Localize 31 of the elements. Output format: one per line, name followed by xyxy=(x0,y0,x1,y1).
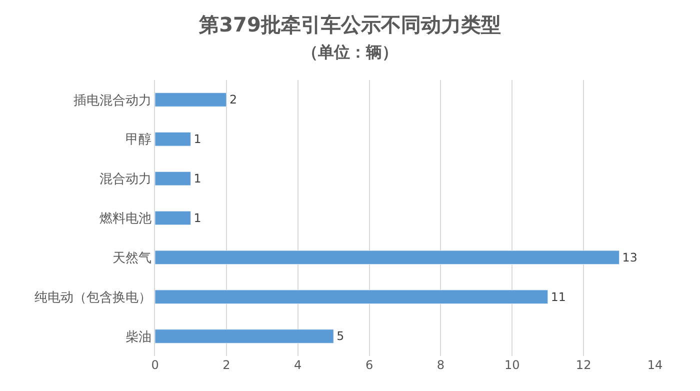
y-tick-label: 插电混合动力 xyxy=(73,93,152,108)
y-tick-label: 柴油 xyxy=(125,330,152,345)
bar xyxy=(155,329,334,344)
bar xyxy=(155,250,620,265)
bar xyxy=(155,132,191,146)
y-tick-label: 天然气 xyxy=(112,250,152,266)
x-tick-label: 8 xyxy=(436,358,445,372)
data-label: 1 xyxy=(194,132,202,146)
y-tick-label: 纯电动（包含换电） xyxy=(34,290,152,306)
x-tick-label: 0 xyxy=(151,358,159,372)
data-label: 13 xyxy=(622,250,638,264)
chart-subtitle: （单位：辆） xyxy=(302,42,398,62)
x-tick-label: 10 xyxy=(504,358,520,372)
x-tick-label: 4 xyxy=(294,358,302,372)
bar xyxy=(155,92,227,107)
y-tick-label: 混合动力 xyxy=(99,172,152,188)
x-tick-label: 12 xyxy=(576,358,592,372)
x-tick-label: 14 xyxy=(647,358,663,372)
bar xyxy=(155,290,548,304)
data-label: 11 xyxy=(550,290,566,304)
x-tick-label: 6 xyxy=(365,358,374,372)
bar xyxy=(155,210,191,226)
data-label: 1 xyxy=(194,172,202,186)
y-tick-label: 甲醇 xyxy=(125,132,152,148)
data-label: 2 xyxy=(229,92,237,107)
y-tick-label: 燃料电池 xyxy=(99,212,152,227)
chart-title: 第379批牵引车公示不同动力类型 xyxy=(198,12,501,36)
data-label: 1 xyxy=(194,210,202,225)
bar xyxy=(155,171,191,186)
x-tick-label: 2 xyxy=(222,358,230,372)
data-label: 5 xyxy=(336,329,344,344)
